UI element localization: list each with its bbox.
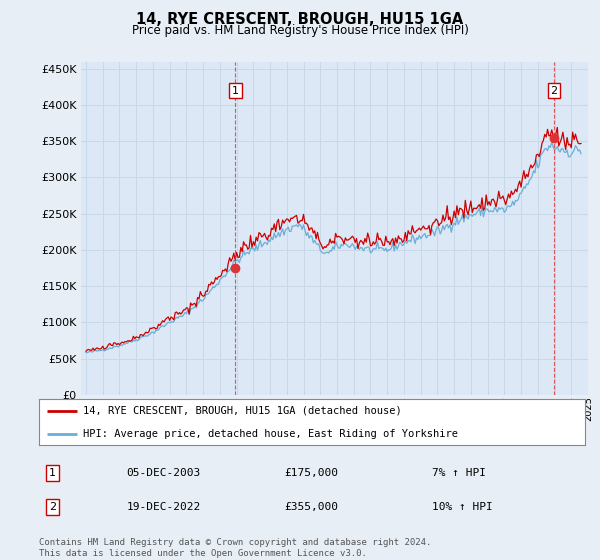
Text: 2: 2 bbox=[550, 86, 557, 96]
Text: 19-DEC-2022: 19-DEC-2022 bbox=[127, 502, 200, 512]
Text: 05-DEC-2003: 05-DEC-2003 bbox=[127, 468, 200, 478]
Text: 7% ↑ HPI: 7% ↑ HPI bbox=[432, 468, 486, 478]
Text: 1: 1 bbox=[232, 86, 239, 96]
Text: HPI: Average price, detached house, East Riding of Yorkshire: HPI: Average price, detached house, East… bbox=[83, 429, 458, 438]
Text: 14, RYE CRESCENT, BROUGH, HU15 1GA: 14, RYE CRESCENT, BROUGH, HU15 1GA bbox=[136, 12, 464, 27]
Text: 1: 1 bbox=[49, 468, 56, 478]
Text: Contains HM Land Registry data © Crown copyright and database right 2024.
This d: Contains HM Land Registry data © Crown c… bbox=[39, 538, 431, 558]
Text: 10% ↑ HPI: 10% ↑ HPI bbox=[432, 502, 493, 512]
Text: 14, RYE CRESCENT, BROUGH, HU15 1GA (detached house): 14, RYE CRESCENT, BROUGH, HU15 1GA (deta… bbox=[83, 406, 401, 416]
Text: £175,000: £175,000 bbox=[285, 468, 339, 478]
Text: 2: 2 bbox=[49, 502, 56, 512]
Text: £355,000: £355,000 bbox=[285, 502, 339, 512]
Text: Price paid vs. HM Land Registry's House Price Index (HPI): Price paid vs. HM Land Registry's House … bbox=[131, 24, 469, 37]
